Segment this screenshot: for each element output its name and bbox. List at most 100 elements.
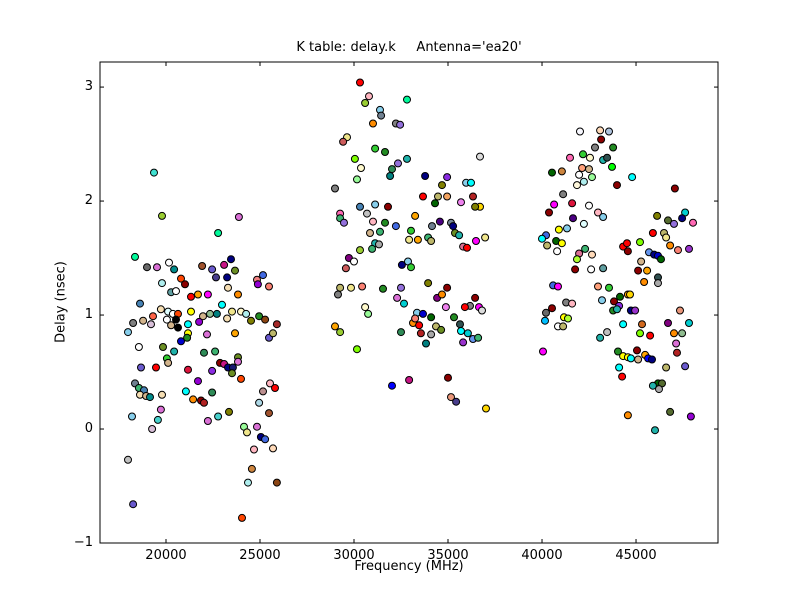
x-tick-label: 45000	[615, 548, 657, 563]
data-point	[550, 200, 559, 209]
data-point	[381, 148, 389, 156]
data-point	[212, 273, 220, 282]
data-point	[631, 306, 640, 315]
data-point	[618, 372, 627, 381]
data-point	[407, 263, 415, 272]
data-point	[619, 320, 628, 329]
data-point	[259, 387, 267, 396]
data-point	[223, 314, 232, 323]
data-point	[681, 362, 690, 371]
data-point	[368, 244, 377, 253]
data-point	[131, 252, 139, 261]
data-point	[481, 233, 490, 242]
data-point	[129, 500, 138, 509]
data-point	[237, 374, 245, 383]
data-point	[403, 95, 411, 104]
x-tick-label: 20000	[145, 548, 187, 563]
data-point	[599, 213, 608, 221]
data-point	[181, 387, 190, 396]
data-point	[396, 120, 405, 129]
data-point	[376, 227, 384, 236]
data-point	[438, 181, 446, 190]
data-point	[664, 319, 672, 327]
data-point	[553, 247, 562, 256]
data-point	[636, 238, 644, 247]
data-point	[341, 264, 350, 273]
data-point	[244, 478, 252, 487]
data-point	[434, 192, 442, 201]
data-point	[646, 331, 655, 340]
data-point	[350, 154, 359, 163]
data-point	[194, 377, 202, 386]
data-point	[228, 369, 236, 378]
data-point	[259, 271, 267, 280]
chart-title: K table: delay.k Antenna='ea20'	[296, 40, 522, 55]
data-point	[643, 266, 652, 275]
data-point	[170, 265, 179, 274]
data-point	[472, 237, 480, 245]
data-point	[664, 216, 672, 225]
data-point	[137, 363, 145, 372]
data-point	[386, 172, 395, 180]
data-point	[471, 202, 480, 211]
data-point	[181, 280, 189, 289]
data-point	[356, 78, 364, 87]
data-point	[227, 255, 235, 264]
data-point	[588, 173, 596, 182]
data-point	[424, 279, 433, 288]
data-point	[211, 347, 220, 356]
data-point	[403, 154, 411, 163]
data-point	[435, 217, 444, 226]
data-point	[234, 213, 243, 221]
data-point	[471, 293, 480, 302]
data-point	[361, 303, 370, 312]
data-point	[162, 315, 171, 324]
data-point	[585, 165, 593, 174]
data-point	[194, 290, 202, 299]
y-tick-label: 3	[84, 79, 93, 95]
data-point	[407, 226, 415, 235]
data-point	[371, 144, 380, 153]
data-point	[686, 412, 695, 421]
data-point	[452, 397, 461, 406]
data-point	[381, 218, 389, 227]
data-point	[411, 314, 420, 323]
data-point	[195, 317, 204, 326]
data-point	[569, 214, 577, 223]
data-point	[208, 388, 217, 397]
data-point	[545, 208, 553, 217]
x-tick-label: 25000	[239, 548, 281, 563]
data-point	[415, 321, 424, 330]
data-point	[234, 357, 242, 366]
data-point	[331, 184, 339, 193]
data-point	[676, 306, 684, 315]
data-point	[651, 426, 659, 435]
data-point	[397, 328, 405, 337]
data-point	[598, 296, 606, 305]
data-point	[478, 306, 486, 315]
data-point	[128, 412, 136, 421]
data-point	[447, 393, 455, 402]
y-tick-label: 1	[84, 307, 93, 323]
data-point	[189, 395, 198, 404]
data-point	[265, 282, 273, 291]
data-point	[397, 260, 406, 269]
data-point	[438, 290, 446, 299]
data-point	[172, 315, 180, 324]
data-point	[419, 192, 427, 201]
data-point	[573, 181, 581, 190]
data-point	[400, 299, 408, 308]
data-point	[573, 255, 581, 264]
data-point	[255, 398, 264, 407]
data-point	[369, 119, 377, 128]
data-point	[170, 347, 179, 356]
data-point	[391, 222, 400, 231]
data-point	[369, 217, 377, 226]
data-point	[581, 244, 590, 253]
data-point	[670, 184, 679, 193]
data-point	[654, 279, 662, 288]
data-point	[633, 346, 641, 355]
data-point	[670, 219, 678, 228]
data-point	[594, 208, 602, 217]
